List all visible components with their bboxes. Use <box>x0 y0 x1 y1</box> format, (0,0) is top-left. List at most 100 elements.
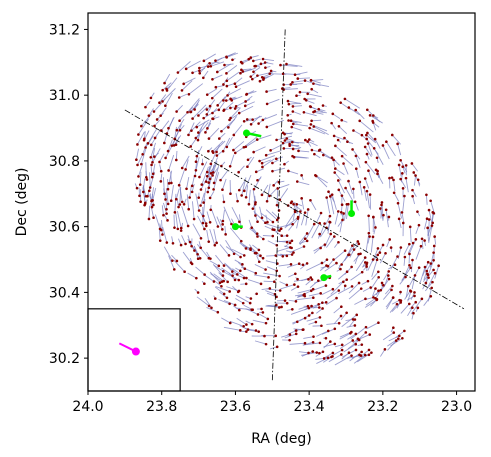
y-tick-label: 30.4 <box>49 285 80 301</box>
source-point <box>387 274 390 277</box>
vector-arrow <box>292 111 301 115</box>
vector-arrow <box>386 239 391 248</box>
source-point <box>363 145 367 149</box>
source-point <box>336 179 340 182</box>
source-point <box>406 284 410 288</box>
source-point <box>232 148 235 152</box>
source-point <box>356 240 360 243</box>
source-point <box>367 169 370 173</box>
vector-arrow <box>202 70 209 79</box>
source-point <box>244 145 248 149</box>
source-point <box>416 210 419 213</box>
source-point <box>285 62 288 66</box>
source-point <box>242 145 246 149</box>
source-point <box>234 85 238 89</box>
source-point <box>260 161 264 165</box>
source-point <box>197 114 200 117</box>
source-point <box>228 321 232 325</box>
source-point <box>208 177 212 181</box>
source-point <box>180 200 184 204</box>
vector-arrow <box>247 279 262 285</box>
source-point <box>163 81 166 85</box>
source-point <box>271 220 275 224</box>
vector-arrow <box>294 156 307 159</box>
source-point <box>239 239 243 243</box>
vector-arrow <box>337 180 345 194</box>
vector-arrow <box>253 274 269 278</box>
vector-arrow <box>161 205 164 216</box>
vector-arrow <box>266 150 282 156</box>
source-point <box>306 92 309 96</box>
source-point <box>408 263 411 267</box>
source-point <box>274 334 278 338</box>
vector-arrow <box>350 271 363 281</box>
source-point <box>226 94 229 97</box>
vector-arrow <box>365 296 374 300</box>
source-point <box>411 194 414 198</box>
source-point <box>363 177 367 180</box>
source-point <box>177 183 181 187</box>
vector-arrow <box>347 333 357 340</box>
vector-arrow <box>167 139 173 152</box>
vector-arrow <box>245 101 255 107</box>
source-point <box>264 153 268 157</box>
source-point <box>160 129 163 132</box>
vector-arrow <box>410 292 415 300</box>
vector-arrow <box>398 164 402 177</box>
source-point <box>163 192 166 196</box>
source-point <box>209 172 213 175</box>
source-point <box>179 243 183 247</box>
source-point <box>345 311 348 315</box>
source-point <box>196 252 199 256</box>
vector-arrow <box>343 343 357 353</box>
vector-arrow <box>218 299 230 305</box>
source-point <box>375 258 379 262</box>
source-point <box>414 300 418 304</box>
source-point <box>240 194 243 197</box>
x-axis-label: RA (deg) <box>251 431 312 447</box>
source-point <box>305 232 309 235</box>
vector-arrow <box>209 99 216 107</box>
source-point <box>375 156 379 160</box>
source-point <box>322 153 325 157</box>
source-point <box>411 306 414 309</box>
source-point <box>290 239 294 243</box>
source-point <box>280 305 283 309</box>
source-point <box>142 190 145 194</box>
source-point <box>399 290 402 294</box>
source-point <box>355 313 359 317</box>
source-point <box>365 133 368 137</box>
source-point <box>213 243 217 247</box>
vector-arrow <box>288 273 296 278</box>
vector-arrow <box>365 297 376 306</box>
vector-arrow <box>195 266 205 275</box>
source-point <box>414 174 417 177</box>
source-point <box>262 78 265 81</box>
source-point <box>257 260 261 264</box>
source-point <box>318 221 321 225</box>
source-point <box>172 268 176 271</box>
source-point <box>190 129 193 132</box>
source-point <box>364 160 368 164</box>
vector-arrow <box>231 95 243 101</box>
source-point <box>152 110 156 113</box>
vector-arrow <box>188 122 195 136</box>
source-point <box>268 287 272 290</box>
vector-arrow <box>329 196 335 215</box>
source-point <box>330 156 334 159</box>
source-point <box>250 226 254 230</box>
vector-arrow <box>226 65 238 74</box>
source-point <box>364 325 368 329</box>
source-point <box>401 187 405 190</box>
source-point <box>345 270 349 274</box>
vector-arrow <box>259 206 263 218</box>
source-point <box>178 119 181 123</box>
vector-arrow <box>333 135 345 141</box>
source-point <box>307 278 310 281</box>
source-point <box>239 71 242 75</box>
vector-arrow <box>284 333 297 339</box>
source-point <box>387 277 391 281</box>
vector-arrow <box>211 209 219 227</box>
source-point <box>323 222 326 225</box>
source-point <box>424 281 428 285</box>
